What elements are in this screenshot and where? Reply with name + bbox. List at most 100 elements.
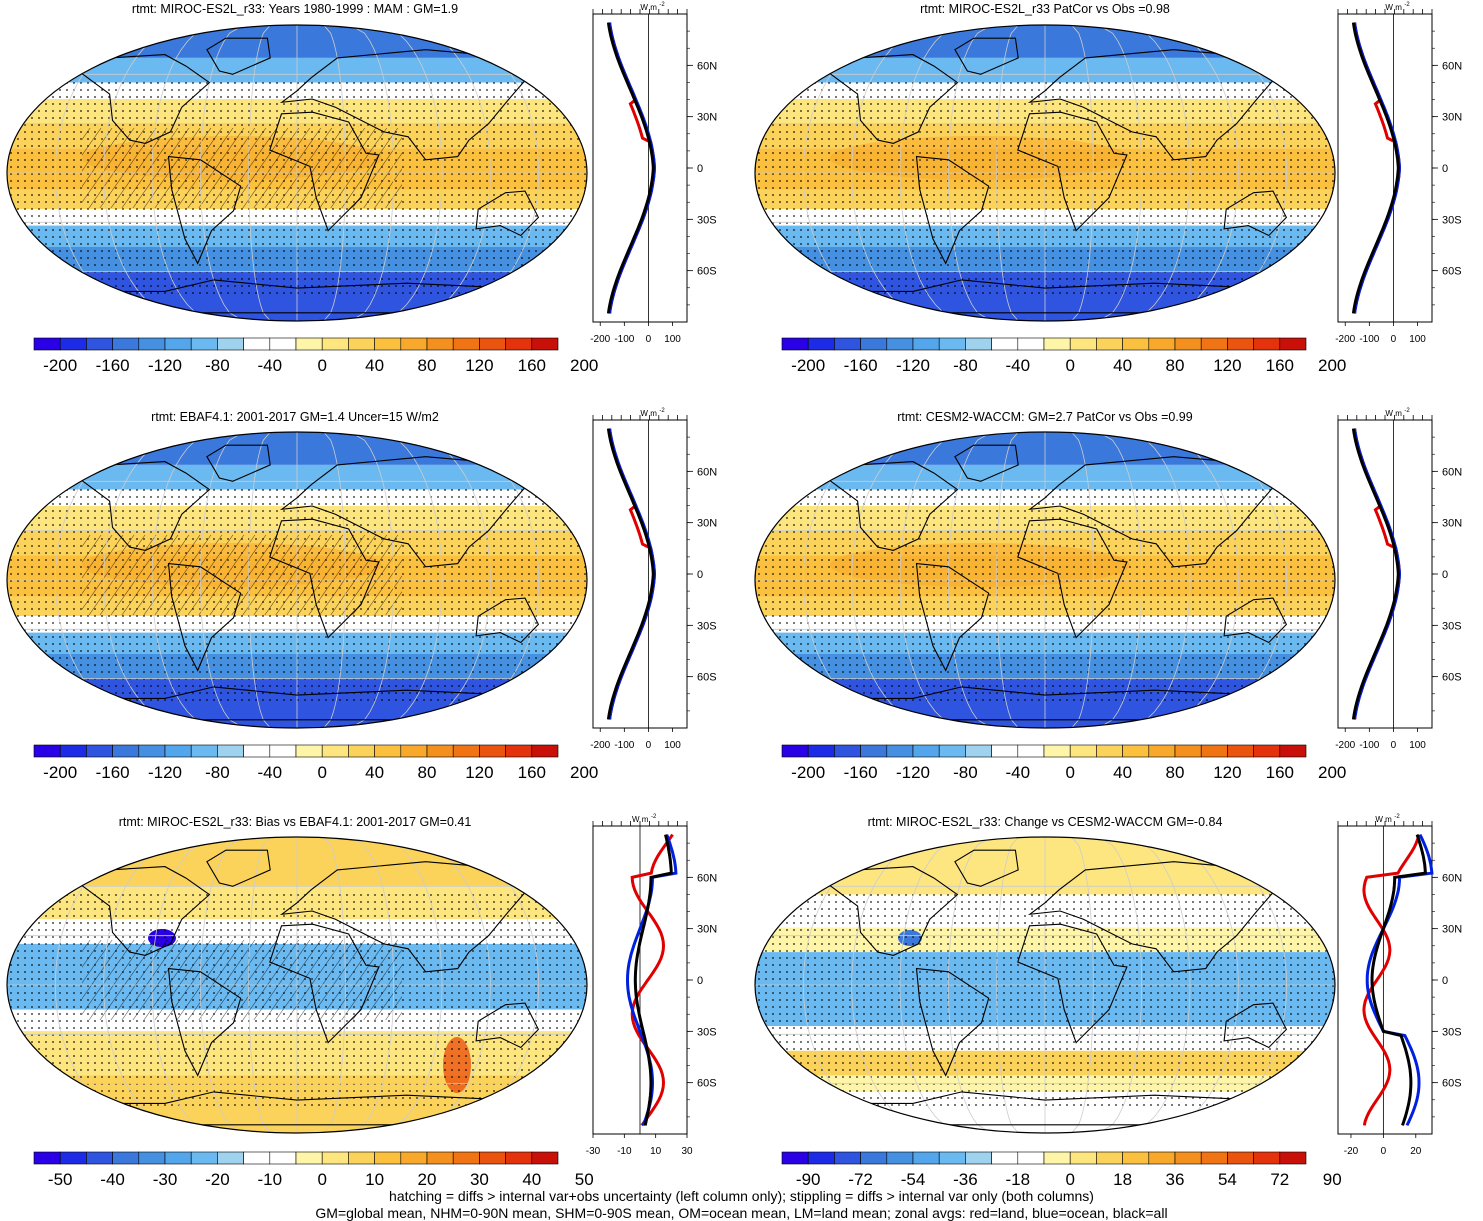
colorbar-swatch [479,744,506,758]
colorbar-swatch [217,744,244,758]
colorbar-swatch [1043,1151,1071,1165]
map-border [754,24,1336,322]
zonal-lat-label: 0 [1442,163,1448,175]
colorbar-label: 80 [418,356,437,375]
map-coastline [269,518,380,639]
colorbar-panel-3: -200 -160 -120 -80 -40 0 40 80 120 160 200 [33,744,598,782]
zonal-x-tick-label: 0 [1391,740,1397,751]
map-coastline [279,456,533,568]
colorbar-swatch [505,337,533,351]
map-coastline [954,444,1019,482]
zonal-axes-box [592,13,688,323]
colorbar-swatch [1174,744,1202,758]
colorbar-label: 80 [1166,763,1185,782]
zonal-lat-label: 30N [1442,518,1462,530]
colorbar-label: -36 [953,1170,978,1189]
map-coastline [269,923,380,1044]
map-coastline [66,461,211,551]
colorbar-label: 160 [1266,763,1294,782]
colorbar-swatch [400,337,428,351]
map-coastline [66,866,211,956]
colorbar-swatch [531,337,559,351]
colorbar-swatch [164,337,192,351]
colorbar-label: 160 [518,356,546,375]
map-coastline [1027,861,1281,973]
panel-6-title: rtmt: MIROC-ES2L_r33: Change vs CESM2-WA… [867,815,1223,829]
zonal-x-tick-label: -200 [1335,740,1355,751]
colorbar-swatch [1174,337,1202,351]
colorbar-swatch [965,1151,992,1165]
colorbar-swatch [1200,337,1228,351]
zonal-x-tick-label: 100 [664,334,681,345]
zonal-x-tick-label: 100 [664,740,681,751]
zonal-lat-label: 60S [1442,1078,1462,1090]
map-coastline [954,37,1019,75]
panel-1-title: rtmt: MIROC-ES2L_r33: Years 1980-1999 : … [131,2,459,16]
colorbar-swatch [400,1151,428,1165]
colorbar-swatch [426,337,454,351]
colorbar-swatch [531,744,559,758]
map-coastline [814,866,959,956]
colorbar-swatch [1096,1151,1123,1165]
zonal-x-tick-label: -200 [1335,334,1355,345]
colorbar-swatch [912,337,940,351]
colorbar-swatch [1148,1151,1176,1165]
zonal-ocean-line [608,428,657,720]
colorbar-panel-5: -50 -40 -30 -20 -10 0 10 20 30 40 50 [33,1151,594,1189]
colorbar-label: -160 [96,763,130,782]
zonal-lat-label: 30S [697,214,717,226]
map-coastline [475,190,540,237]
zonal-unit-exponent: -2 [1404,2,1410,8]
map-coastline [57,686,530,721]
map-coastline [805,686,1278,721]
colorbar-panel-4: -200 -160 -120 -80 -40 0 40 80 120 160 200 [781,744,1346,782]
colorbar-swatch [1096,744,1123,758]
colorbar-swatch [781,744,809,758]
colorbar-swatch [1017,337,1045,351]
zonal-x-tick-label: 100 [1409,334,1426,345]
map-coastline [805,1091,1278,1126]
zonal-unit-label: W m [640,3,657,12]
map-coastline [1017,923,1128,1044]
colorbar-swatch [269,1151,297,1165]
colorbar-label: 200 [1318,356,1346,375]
colorbar-swatch [1148,337,1176,351]
colorbar-swatch [348,337,375,351]
map-coastline [57,1091,530,1126]
zonal-axes-box [1337,13,1433,323]
colorbar-swatch [886,1151,914,1165]
colorbar-swatch [86,1151,113,1165]
zonal-land-line [1362,834,1421,1126]
zonal-land-line [608,22,657,314]
colorbar-swatch [938,1151,966,1165]
colorbar-label: 80 [418,763,437,782]
colorbar-swatch [1017,744,1045,758]
zonal-x-tick-label: -10 [617,1146,632,1157]
map-coastline [1027,456,1281,568]
map-panel-3 [6,431,588,729]
map-field [755,837,1335,1133]
colorbar-label: 20 [418,1170,437,1189]
map-coastline [167,562,242,672]
zonal-lat-label: 30S [697,620,717,632]
zonal-mean-panel-6: W m -2 60N 30N 0 30S 60S -20 0 20 [1337,814,1462,1157]
colorbar-swatch [217,337,244,351]
colorbar-swatch [33,744,61,758]
map-coastline [57,279,530,314]
colorbar-swatch [531,1151,559,1165]
zonal-lat-label: 60N [1442,466,1462,478]
colorbar-label: -200 [791,763,825,782]
map-coastline [1017,518,1128,639]
colorbar-swatch [426,744,454,758]
colorbar-swatch [834,1151,861,1165]
colorbar-swatch [1069,337,1097,351]
colorbar-label: -80 [205,356,230,375]
map-panel-6 [754,836,1336,1134]
colorbar-swatch [1253,337,1281,351]
zonal-lat-label: 0 [1442,975,1448,987]
colorbar-swatch [59,1151,87,1165]
zonal-lat-label: 0 [697,975,703,987]
zonal-unit-exponent: -2 [659,2,665,8]
zonal-all-line [606,22,655,314]
zonal-lat-label: 60S [697,1078,717,1090]
